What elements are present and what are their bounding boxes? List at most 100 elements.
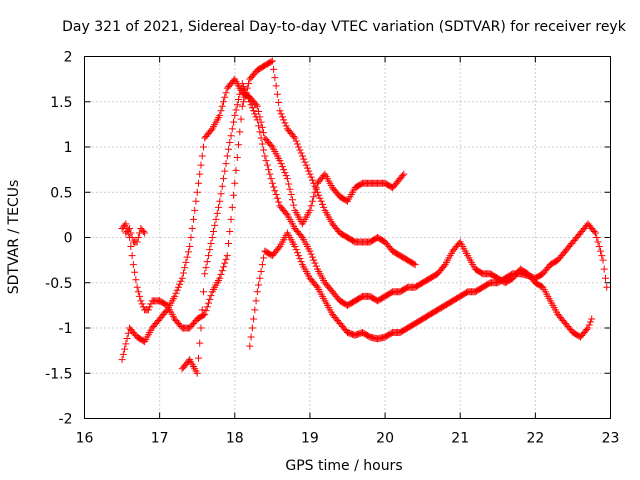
data-point — [247, 333, 255, 341]
data-point — [226, 138, 234, 146]
data-point — [172, 289, 180, 297]
data-point — [218, 267, 226, 275]
data-point — [216, 197, 224, 205]
data-point — [285, 180, 293, 188]
data-point — [282, 209, 290, 217]
data-point — [197, 161, 205, 169]
data-point — [306, 206, 314, 214]
data-point — [307, 202, 315, 210]
data-point — [260, 146, 268, 154]
data-point — [257, 134, 265, 142]
data-point — [312, 262, 320, 270]
data-point — [139, 227, 147, 235]
data-point — [178, 274, 186, 282]
data-point — [232, 166, 240, 174]
data-point — [220, 263, 228, 271]
x-tick-label: 22 — [526, 431, 544, 447]
data-point — [273, 194, 281, 202]
data-point — [256, 274, 264, 282]
data-point — [312, 185, 320, 193]
data-point — [187, 234, 195, 241]
data-point — [203, 303, 211, 311]
data-point — [258, 123, 266, 131]
data-point — [293, 140, 301, 148]
data-point — [173, 286, 181, 294]
data-point — [598, 252, 606, 260]
data-point — [303, 164, 311, 172]
data-point — [132, 276, 140, 284]
data-point — [245, 80, 253, 88]
data-point — [233, 101, 241, 109]
data-point — [221, 167, 229, 175]
data-point — [193, 369, 201, 377]
data-point — [217, 107, 225, 115]
data-point — [271, 187, 279, 195]
data-point — [281, 119, 289, 127]
data-point — [291, 134, 299, 142]
data-point — [129, 261, 137, 269]
data-point — [226, 227, 234, 235]
data-point — [282, 122, 290, 130]
y-axis-label: SDTVAR / TECUs — [6, 180, 22, 295]
data-point — [270, 65, 278, 73]
data-point — [220, 175, 228, 183]
data-point — [280, 166, 288, 174]
x-tick-labels: 16 17 18 19 20 21 22 23 — [76, 431, 620, 447]
data-point — [197, 324, 205, 332]
y-tick-label: 1.5 — [50, 95, 72, 111]
data-point — [305, 167, 313, 175]
data-point — [275, 198, 283, 206]
data-point — [268, 57, 276, 65]
data-point — [199, 311, 207, 319]
data-point — [207, 292, 215, 300]
data-point — [583, 326, 591, 334]
series-track-2 — [118, 57, 419, 332]
data-point — [122, 220, 130, 228]
data-point — [601, 274, 609, 282]
data-point — [220, 98, 228, 106]
data-point — [310, 256, 318, 264]
data-point — [252, 113, 260, 121]
x-tick-label: 17 — [151, 431, 169, 447]
x-tick-label: 18 — [226, 431, 244, 447]
data-point — [128, 234, 136, 241]
data-point — [194, 179, 202, 187]
data-point — [199, 143, 207, 151]
x-tick-label: 19 — [301, 431, 319, 447]
data-point — [255, 108, 263, 116]
data-point — [204, 299, 212, 307]
data-point — [177, 277, 185, 285]
data-point — [275, 244, 283, 252]
data-point — [246, 98, 254, 106]
data-point — [240, 98, 248, 106]
data-point — [202, 307, 210, 315]
data-point — [251, 110, 259, 118]
data-point — [227, 132, 235, 140]
data-point — [228, 125, 236, 133]
data-point — [231, 179, 239, 187]
data-point — [281, 169, 289, 177]
data-point — [311, 182, 319, 190]
data-point — [193, 188, 201, 196]
series-track-5 — [122, 224, 149, 246]
data-point — [196, 339, 204, 347]
data-point — [287, 191, 295, 199]
data-point — [310, 179, 318, 187]
data-point — [260, 129, 268, 137]
data-point — [267, 175, 275, 183]
data-point — [209, 227, 217, 235]
data-point — [171, 292, 179, 300]
data-point — [278, 163, 286, 171]
data-point — [238, 80, 246, 88]
data-point — [585, 321, 593, 329]
data-point — [410, 260, 418, 268]
data-point — [127, 229, 135, 237]
data-point — [213, 209, 221, 217]
data-point — [245, 95, 253, 103]
data-point — [297, 258, 305, 266]
data-point — [320, 203, 328, 211]
data-point — [216, 111, 224, 119]
data-point — [223, 152, 231, 160]
data-point — [262, 157, 270, 165]
data-point — [584, 324, 592, 332]
